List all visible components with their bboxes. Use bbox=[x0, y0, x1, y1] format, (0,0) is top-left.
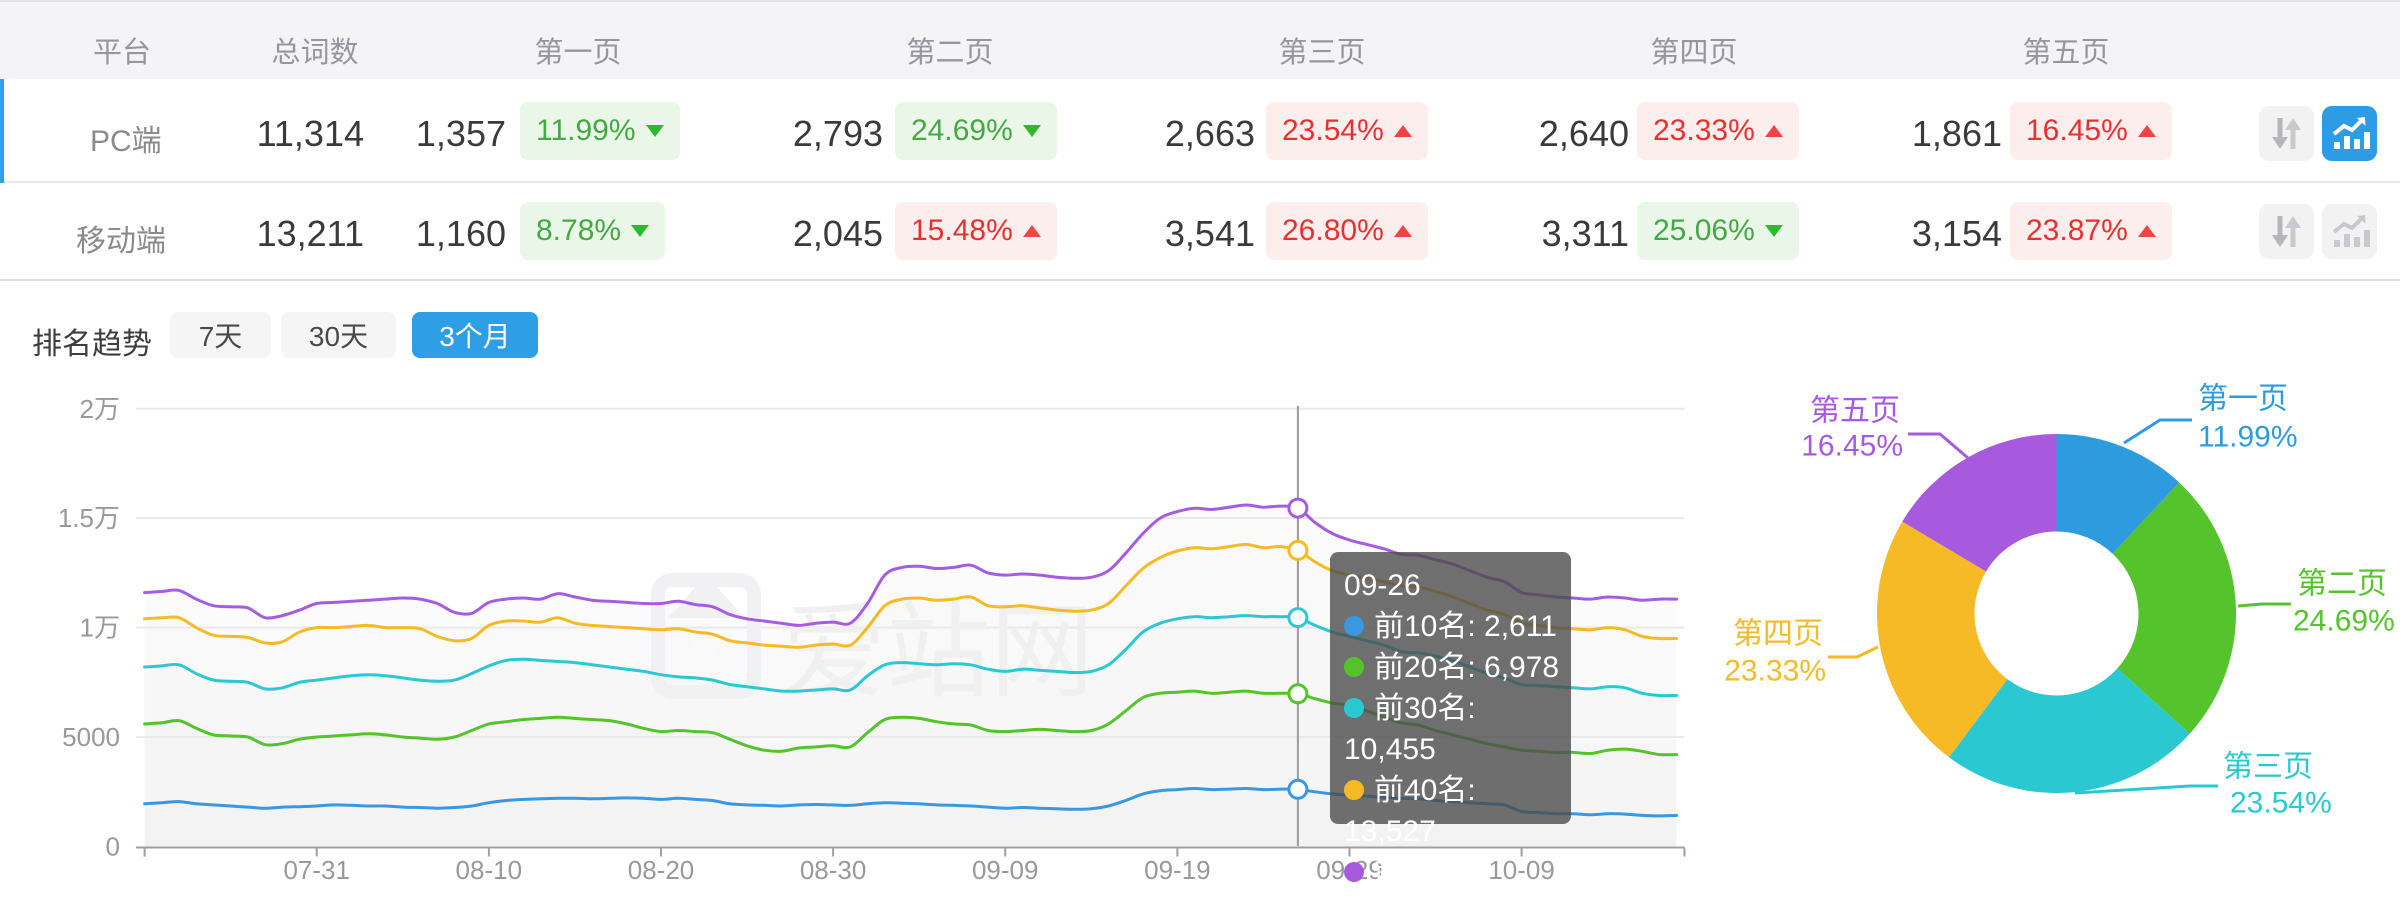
svg-text:第五页: 第五页 bbox=[1810, 395, 1900, 428]
svg-text:10-09: 10-09 bbox=[1488, 855, 1555, 885]
svg-text:07-31: 07-31 bbox=[283, 855, 350, 885]
svg-text:16.45%: 16.45% bbox=[1801, 430, 1903, 463]
svg-text:第四页: 第四页 bbox=[1733, 618, 1823, 651]
svg-text:23.33%: 23.33% bbox=[1724, 655, 1826, 688]
svg-text:09-09: 09-09 bbox=[972, 855, 1039, 885]
svg-text:2万: 2万 bbox=[80, 394, 120, 424]
svg-text:第三页: 第三页 bbox=[2223, 751, 2313, 784]
svg-text:08-20: 08-20 bbox=[628, 855, 695, 885]
svg-text:09-19: 09-19 bbox=[1144, 855, 1211, 885]
svg-text:第二页: 第二页 bbox=[2297, 568, 2387, 601]
svg-text:1万: 1万 bbox=[80, 613, 120, 643]
svg-text:08-30: 08-30 bbox=[800, 855, 867, 885]
svg-text:23.54%: 23.54% bbox=[2230, 787, 2332, 820]
svg-text:24.69%: 24.69% bbox=[2293, 605, 2395, 638]
svg-text:0: 0 bbox=[106, 832, 120, 862]
svg-text:5000: 5000 bbox=[62, 722, 120, 752]
svg-text:爱站网: 爱站网 bbox=[782, 595, 1094, 711]
svg-text:08-10: 08-10 bbox=[456, 855, 523, 885]
svg-text:第一页: 第一页 bbox=[2198, 383, 2288, 416]
svg-text:1.5万: 1.5万 bbox=[58, 503, 120, 533]
svg-text:11.99%: 11.99% bbox=[2198, 421, 2298, 454]
